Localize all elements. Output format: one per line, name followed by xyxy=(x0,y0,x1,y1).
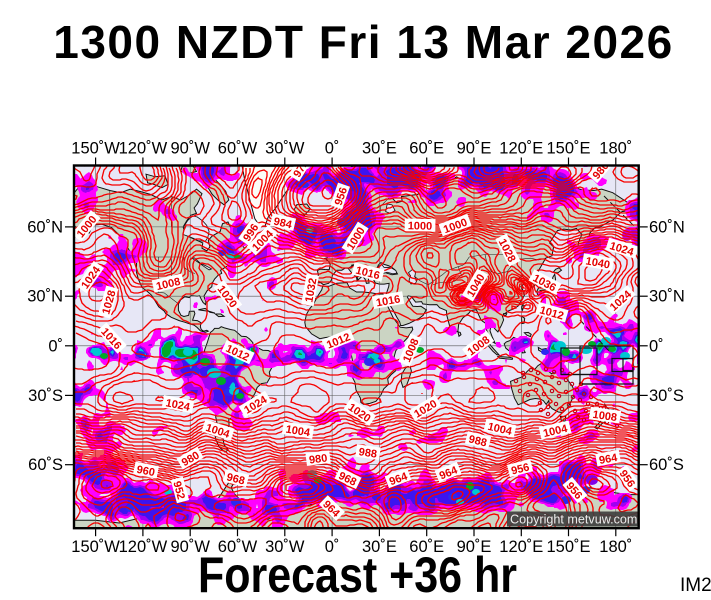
svg-text:30˚E: 30˚E xyxy=(362,538,397,556)
svg-text:30˚N: 30˚N xyxy=(27,288,63,306)
svg-text:30˚W: 30˚W xyxy=(265,538,305,556)
svg-text:60˚W: 60˚W xyxy=(218,140,258,158)
svg-text:30˚E: 30˚E xyxy=(362,140,397,158)
svg-text:0˚: 0˚ xyxy=(649,337,664,355)
svg-text:1040: 1040 xyxy=(585,255,611,271)
svg-text:90˚E: 90˚E xyxy=(457,538,492,556)
svg-text:956: 956 xyxy=(510,461,531,477)
svg-text:90˚W: 90˚W xyxy=(170,140,210,158)
svg-text:90˚W: 90˚W xyxy=(170,538,210,556)
svg-text:1016: 1016 xyxy=(354,265,381,283)
svg-text:1008: 1008 xyxy=(592,409,618,424)
svg-text:90˚E: 90˚E xyxy=(457,140,492,158)
svg-text:120˚E: 120˚E xyxy=(499,538,543,556)
svg-text:952: 952 xyxy=(170,480,186,501)
svg-text:1000: 1000 xyxy=(408,220,433,232)
svg-text:30˚N: 30˚N xyxy=(649,288,685,306)
svg-text:60˚N: 60˚N xyxy=(649,218,685,236)
svg-text:1004: 1004 xyxy=(285,424,312,440)
svg-text:150˚W: 150˚W xyxy=(71,538,120,556)
svg-text:984: 984 xyxy=(272,216,293,232)
svg-text:60˚E: 60˚E xyxy=(409,140,444,158)
svg-text:150˚E: 150˚E xyxy=(546,538,590,556)
svg-text:30˚S: 30˚S xyxy=(28,387,63,405)
svg-text:180˚: 180˚ xyxy=(599,538,632,556)
svg-text:60˚S: 60˚S xyxy=(649,456,684,474)
svg-text:180˚: 180˚ xyxy=(599,140,632,158)
svg-text:1016: 1016 xyxy=(375,293,401,309)
svg-text:120˚E: 120˚E xyxy=(499,140,543,158)
svg-text:150˚E: 150˚E xyxy=(546,140,590,158)
svg-text:30˚S: 30˚S xyxy=(649,387,684,405)
svg-text:60˚S: 60˚S xyxy=(28,456,63,474)
svg-text:980: 980 xyxy=(308,452,328,466)
svg-text:60˚E: 60˚E xyxy=(409,538,444,556)
svg-text:956: 956 xyxy=(333,186,350,207)
svg-text:968: 968 xyxy=(225,471,246,487)
svg-text:964: 964 xyxy=(598,452,619,467)
svg-text:1004: 1004 xyxy=(542,423,569,440)
svg-text:988: 988 xyxy=(467,433,488,449)
svg-text:30˚W: 30˚W xyxy=(265,140,305,158)
svg-text:1008: 1008 xyxy=(155,276,182,293)
svg-text:120˚W: 120˚W xyxy=(119,140,168,158)
svg-text:1024: 1024 xyxy=(165,397,192,414)
svg-text:1004: 1004 xyxy=(486,421,513,438)
svg-text:960: 960 xyxy=(136,464,156,479)
svg-text:988: 988 xyxy=(358,446,378,460)
svg-text:0˚: 0˚ xyxy=(48,337,63,355)
svg-text:0˚: 0˚ xyxy=(325,140,340,158)
svg-text:120˚W: 120˚W xyxy=(119,538,168,556)
svg-text:60˚N: 60˚N xyxy=(27,218,63,236)
svg-text:0˚: 0˚ xyxy=(325,538,340,556)
svg-text:Copyright metvuw.com: Copyright metvuw.com xyxy=(510,513,637,527)
svg-text:60˚W: 60˚W xyxy=(218,538,258,556)
svg-text:150˚W: 150˚W xyxy=(71,140,120,158)
svg-text:1032: 1032 xyxy=(303,277,319,303)
